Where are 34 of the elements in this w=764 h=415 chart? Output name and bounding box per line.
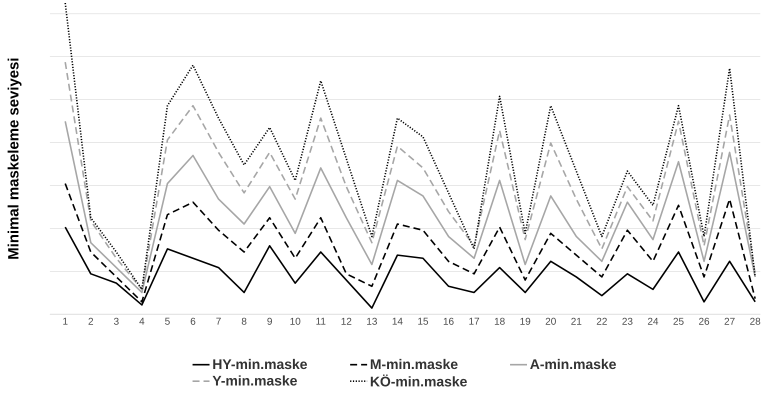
- x-tick-label: 24: [648, 318, 658, 325]
- x-tick-label: 12: [342, 318, 352, 325]
- x-tick-label: 4: [139, 318, 144, 325]
- x-tick-label: 3: [114, 318, 119, 325]
- x-tick-label: 23: [622, 318, 632, 325]
- x-tick-label: 14: [392, 318, 403, 325]
- x-tick-label: 5: [165, 318, 170, 325]
- x-tick-label: 16: [444, 318, 454, 325]
- legend-label: A-min.maske: [530, 358, 616, 370]
- x-tick-label: 22: [596, 318, 607, 325]
- x-tick-label: 26: [699, 318, 710, 325]
- x-tick-label: 11: [316, 318, 326, 325]
- x-tick-label: 8: [242, 318, 246, 325]
- x-tick-label: 6: [190, 318, 196, 325]
- x-tick-label: 19: [520, 318, 530, 325]
- x-tick-label: 25: [673, 318, 684, 325]
- x-tick-label: 2: [88, 318, 94, 325]
- legend-label: HY-min.maske: [213, 358, 307, 370]
- x-tick-label: 27: [724, 318, 735, 325]
- x-tick-label: 7: [216, 318, 221, 325]
- x-tick-label: 21: [571, 318, 582, 325]
- x-tick-label: 13: [367, 318, 377, 325]
- x-tick-label: 15: [418, 318, 428, 325]
- x-tick-label: 17: [469, 318, 480, 325]
- x-tick-label: 10: [290, 318, 300, 325]
- x-tick-label: 20: [546, 318, 556, 325]
- x-tick-label: 28: [750, 318, 760, 325]
- legend-label: M-min.maske: [370, 358, 458, 370]
- x-tick-label: 18: [494, 318, 505, 325]
- y-axis-title: Minimal maskeleme seviyesi: [8, 58, 22, 259]
- x-tick-label: 1: [63, 318, 68, 325]
- legend-label: KÖ-min.maske: [370, 374, 467, 386]
- legend-label: Y-min.maske: [212, 375, 297, 386]
- x-tick-label: 9: [267, 318, 272, 325]
